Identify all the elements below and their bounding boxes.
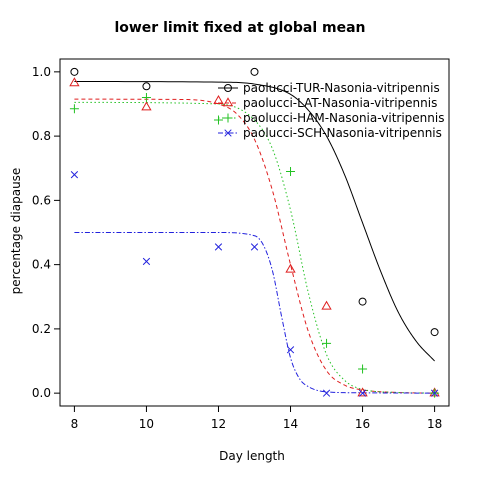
data-points: [69, 67, 440, 398]
y-axis: 0.0 0.2 0.4 0.6 0.8 1.0: [32, 65, 60, 400]
data-point-circle: [430, 328, 439, 337]
legend-marker-plus: [223, 113, 233, 123]
y-tick-label: 0.6: [32, 193, 51, 207]
y-tick-label: 0.2: [32, 322, 51, 336]
y-tick-label: 0.8: [32, 129, 51, 143]
data-point-cross: [214, 243, 223, 251]
data-point-cross: [358, 389, 367, 397]
y-axis-label: percentage diapause: [9, 167, 23, 295]
legend-marker-circle: [224, 84, 232, 92]
data-point-cross: [286, 346, 295, 354]
data-point-triangle: [69, 77, 80, 87]
fitted-curve-line: [74, 98, 435, 394]
x-tick-label: 16: [355, 417, 370, 431]
data-point-circle: [70, 67, 79, 76]
data-point-triangle: [357, 387, 368, 397]
x-tick-label: 18: [427, 417, 442, 431]
data-point-triangle: [213, 94, 224, 104]
data-point-plus: [213, 115, 223, 125]
y-tick-label: 0.4: [32, 258, 51, 272]
legend-label: paolucci-HAM-Nasonia-vitripennis: [243, 111, 444, 125]
x-tick-label: 14: [283, 417, 298, 431]
data-point-plus: [69, 104, 79, 114]
x-axis-label: Day length: [219, 449, 285, 463]
y-tick-label: 0.0: [32, 386, 51, 400]
plot-frame: [59, 58, 450, 407]
legend-label: paolucci-SCH-Nasonia-vitripennis: [243, 126, 442, 140]
x-tick-label: 10: [139, 417, 154, 431]
chart-title: lower limit fixed at global mean: [114, 20, 366, 36]
fitted-curves: [74, 80, 435, 394]
data-point-cross: [142, 257, 151, 266]
fitted-curve-line: [74, 232, 435, 394]
data-point-triangle: [321, 300, 332, 310]
legend-marker-triangle: [222, 97, 234, 107]
y-tick-label: 1.0: [32, 65, 51, 79]
data-point-plus: [141, 93, 151, 103]
data-point-cross: [250, 243, 259, 251]
legend-label: paolucci-LAT-Nasonia-vitripennis: [243, 96, 437, 110]
data-point-cross: [322, 389, 331, 397]
data-point-circle: [358, 297, 367, 306]
x-axis: 8 10 12 14 16 18: [71, 406, 442, 431]
data-point-triangle: [285, 263, 296, 273]
x-tick-label: 8: [71, 417, 79, 431]
data-point-circle: [142, 82, 151, 91]
x-tick-label: 12: [211, 417, 226, 431]
data-point-circle: [250, 67, 259, 76]
legend-marker-cross: [224, 129, 232, 137]
data-point-cross: [70, 171, 79, 179]
data-point-plus: [358, 364, 368, 374]
data-point-triangle: [141, 101, 152, 111]
legend: paolucci-TUR-Nasonia-vitripennispaolucci…: [218, 81, 444, 140]
fitted-curve-line: [74, 101, 435, 394]
fitted-curve-line: [74, 80, 435, 362]
data-point-cross: [430, 389, 439, 397]
data-point-plus: [322, 338, 332, 348]
data-point-plus: [286, 166, 296, 176]
legend-label: paolucci-TUR-Nasonia-vitripennis: [243, 81, 440, 95]
